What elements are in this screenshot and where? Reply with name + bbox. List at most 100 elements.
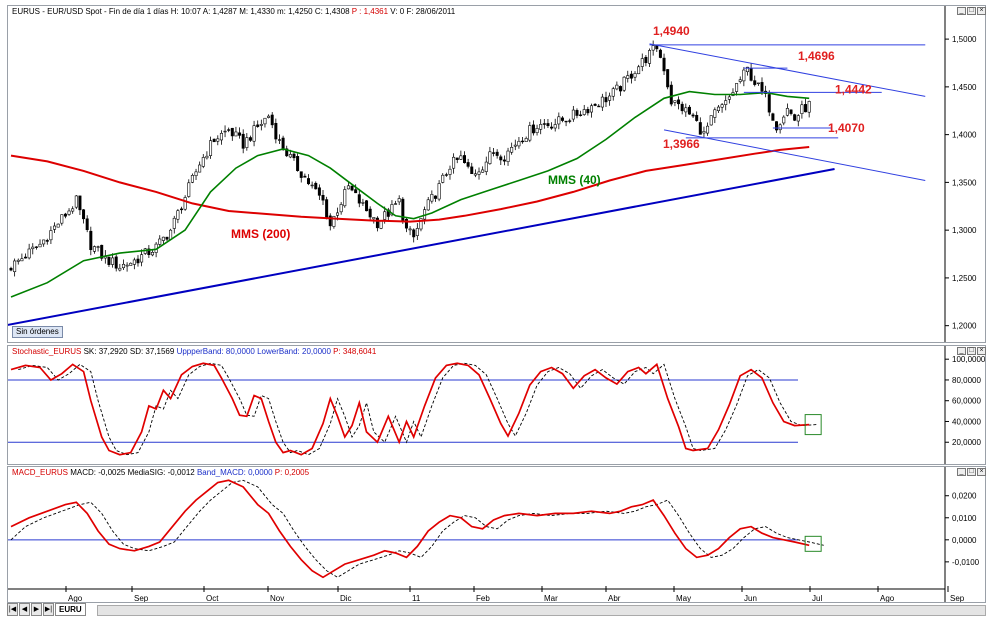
first-sheet-button[interactable]: |◀ (7, 603, 18, 616)
candle-body (492, 152, 496, 154)
price-y-tick-label-6: 1,5000 (952, 35, 977, 44)
candle-body (742, 69, 746, 82)
candle-4 (24, 253, 28, 259)
candle-218 (800, 100, 804, 119)
macd-y-tick-label-3: 0,0200 (952, 492, 977, 501)
candle-73 (274, 118, 278, 144)
macd-maximize-button[interactable]: □ (967, 468, 976, 476)
candle-body (96, 246, 100, 248)
stoch-y-tick-label-0: 20,0000 (952, 438, 981, 447)
candle-body (662, 57, 666, 72)
candle-43 (165, 236, 169, 242)
candle-137 (506, 147, 510, 166)
horizontal-scrollbar[interactable] (97, 605, 986, 616)
candle-111 (412, 228, 416, 243)
candle-159 (586, 106, 590, 116)
next-sheet-button[interactable]: ▶ (31, 603, 42, 616)
candle-10 (45, 238, 49, 245)
maximize-button[interactable]: □ (967, 7, 976, 15)
candle-189 (695, 111, 699, 122)
candle-99 (368, 206, 372, 221)
candle-3 (20, 253, 24, 262)
candle-24 (96, 245, 100, 252)
candle-body (597, 105, 601, 108)
candle-146 (539, 119, 543, 135)
candle-body (339, 204, 343, 213)
candle-body (34, 246, 38, 248)
candle-body (31, 246, 35, 250)
candle-body (56, 223, 60, 228)
last-sheet-button[interactable]: ▶| (43, 603, 54, 616)
level-label-4: 1,3966 (663, 137, 700, 151)
candle-body (24, 256, 28, 259)
stochastic-pane-title: Stochastic_EURUS SK: 37,2920 SD: 37,1569… (12, 347, 376, 356)
candle-body (183, 197, 187, 210)
candle-149 (550, 122, 554, 130)
stochastic-maximize-button[interactable]: □ (967, 347, 976, 355)
candle-body (368, 208, 372, 218)
stochastic-minimize-button[interactable]: _ (957, 347, 966, 355)
sma-40-label: MMS (40) (548, 173, 601, 187)
candle-body (749, 68, 753, 81)
candle-29 (114, 254, 118, 272)
level-label-0: 1,4940 (653, 24, 690, 38)
candle-128 (473, 169, 477, 178)
candle-125 (462, 151, 466, 164)
orders-badge[interactable]: Sin órdenes (12, 326, 63, 338)
minimize-button[interactable]: _ (957, 7, 966, 15)
candle-body (78, 195, 82, 211)
candle-body (230, 127, 234, 137)
price-y-tick-label-1: 1,2500 (952, 274, 977, 283)
candle-190 (698, 117, 702, 135)
candle-152 (560, 116, 564, 123)
sheet-tab-euru[interactable]: EURU (55, 603, 86, 616)
candle-147 (542, 119, 546, 129)
stochastic-pane[interactable]: Stochastic_EURUS SK: 37,2920 SD: 37,1569… (7, 345, 986, 465)
candle-body (390, 204, 394, 216)
candle-123 (455, 157, 459, 164)
candle-body (713, 109, 717, 118)
candle-body (394, 203, 398, 205)
candle-body (622, 76, 626, 91)
stoch-highlight-box (804, 414, 822, 436)
price-pane[interactable]: EURUS - EUR/USD Spot - Fin de día 1 días… (7, 5, 986, 343)
candle-54 (205, 151, 209, 160)
candle-body (129, 262, 133, 266)
candle-body (571, 109, 575, 120)
candle-body (727, 96, 731, 100)
candle-body (292, 153, 296, 159)
candle-35 (136, 255, 140, 267)
stoch-title-part-2: UppperBand: 80,0000 (176, 347, 258, 356)
candle-body (807, 101, 811, 113)
candle-body (132, 259, 136, 265)
stoch-y-tick-label-1: 40,0000 (952, 417, 981, 426)
prev-sheet-button[interactable]: ◀ (19, 603, 30, 616)
candle-body (484, 161, 488, 172)
candle-118 (437, 180, 441, 202)
close-button[interactable]: × (977, 7, 986, 15)
candle-body (441, 174, 445, 183)
candle-body (234, 131, 238, 137)
macd-pane[interactable]: MACD_EURUS MACD: -0,0025 MediaSIG: -0,00… (7, 466, 986, 603)
candle-182 (669, 81, 673, 107)
candle-body (706, 125, 710, 134)
candle-192 (706, 122, 710, 136)
candle-body (579, 114, 583, 116)
macd-minimize-button[interactable]: _ (957, 468, 966, 476)
candle-7 (34, 246, 38, 250)
candle-body (161, 236, 165, 241)
stoch-title-part-4: P: 348,6041 (333, 347, 377, 356)
candle-body (771, 113, 775, 121)
stochastic-close-button[interactable]: × (977, 347, 986, 355)
candle-153 (564, 120, 568, 127)
candle-body (804, 104, 808, 113)
candle-body (53, 225, 57, 230)
macd-chart: -0,0100 0,0000 0,0100 0,0200 Ago Sep Oct Nov Dic… (8, 467, 980, 602)
candle-64 (241, 129, 245, 154)
macd-close-button[interactable]: × (977, 468, 986, 476)
candle-133 (492, 147, 496, 157)
price-y-tick-label-2: 1,3000 (952, 226, 977, 235)
sheet-tabs: |◀ ◀ ▶ ▶| EURU (7, 603, 97, 618)
candle-body (201, 157, 205, 167)
candle-body (470, 166, 474, 174)
